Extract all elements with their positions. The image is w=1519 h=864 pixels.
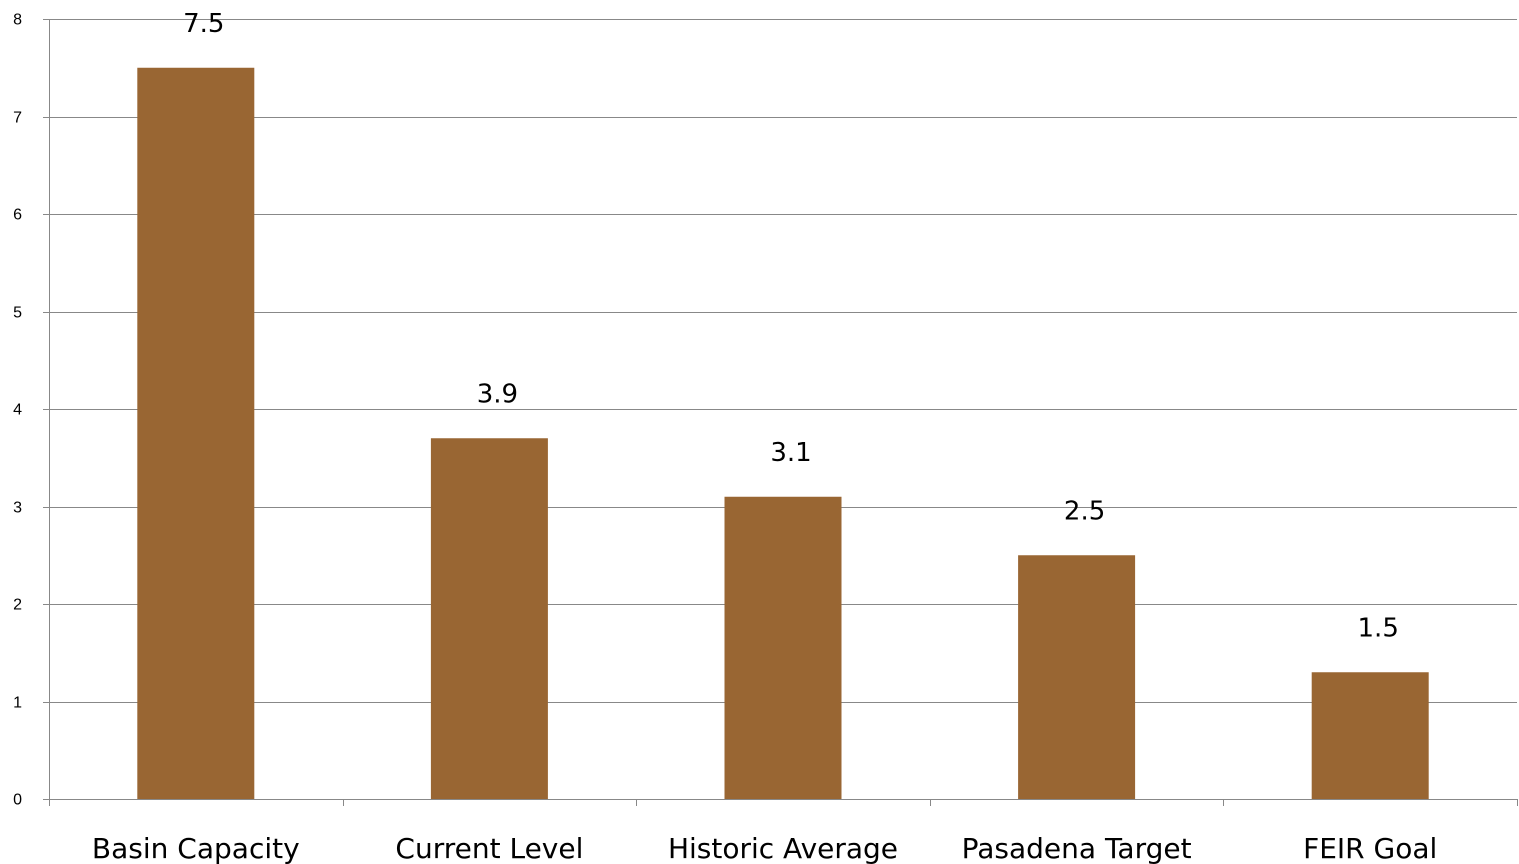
bar-historic-average — [724, 496, 842, 799]
data-label: 7.5 — [183, 9, 224, 39]
bar-pasadena-target — [1018, 555, 1136, 799]
y-tick-label: 1 — [13, 695, 22, 712]
axes — [43, 19, 1518, 806]
x-category-label: Basin Capacity — [92, 832, 300, 864]
bar-current-level — [430, 438, 548, 799]
data-labels: 7.5 3.9 3.1 2.5 1.5 — [183, 9, 1399, 644]
data-label: 1.5 — [1358, 613, 1399, 643]
y-tick-label: 0 — [13, 792, 22, 809]
y-tick-labels: 0 1 2 3 4 5 6 7 8 — [13, 12, 22, 809]
bars — [137, 67, 1429, 799]
y-tick-label: 7 — [13, 110, 22, 127]
y-tick-label: 3 — [13, 500, 22, 517]
x-category-label: Pasadena Target — [962, 832, 1192, 864]
x-category-label: Current Level — [395, 832, 583, 864]
data-label: 3.9 — [477, 379, 518, 409]
bar-basin-capacity — [137, 67, 255, 799]
x-category-label: Historic Average — [668, 832, 898, 864]
x-tick-labels: Basin Capacity Current Level Historic Aver… — [92, 832, 1437, 864]
y-tick-label: 6 — [13, 207, 22, 224]
y-tick-label: 8 — [13, 12, 22, 29]
y-tick-label: 5 — [13, 305, 22, 322]
data-label: 3.1 — [770, 438, 811, 468]
y-tick-label: 4 — [13, 402, 22, 419]
bar-feir-goal — [1311, 672, 1429, 799]
y-tick-label: 2 — [13, 597, 22, 614]
x-category-label: FEIR Goal — [1303, 832, 1437, 864]
data-label: 2.5 — [1064, 496, 1105, 526]
